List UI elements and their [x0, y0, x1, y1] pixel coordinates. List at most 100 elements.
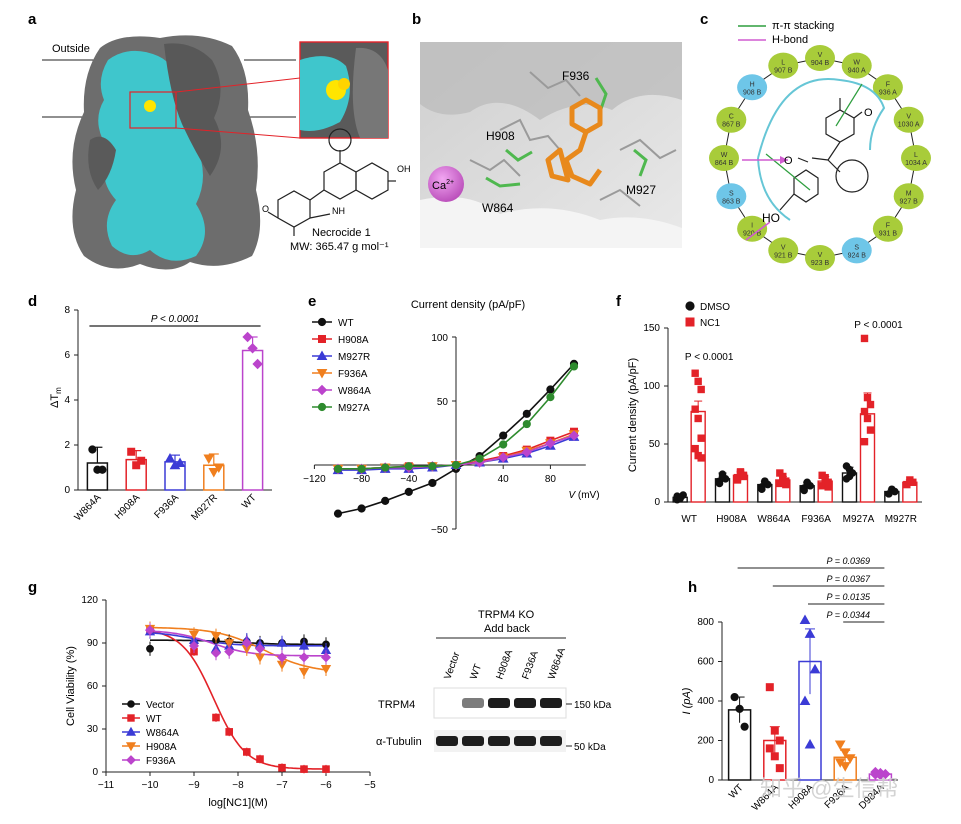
residue-node-blob	[716, 183, 747, 210]
x-tick-label: F936A	[801, 514, 831, 525]
data-point	[164, 452, 176, 463]
data-point-WT	[243, 748, 251, 756]
chemical-structure	[267, 128, 396, 236]
data-point-M927A	[381, 463, 390, 472]
data-point	[676, 494, 684, 503]
data-point	[691, 444, 699, 453]
x-tick-label: −6	[320, 780, 332, 791]
data-point	[761, 477, 769, 485]
residue-node-label: F 936 A	[879, 81, 897, 96]
legend-label-WT: WT	[338, 318, 354, 329]
panel-h-letter: h	[688, 579, 697, 596]
data-point-M927A	[569, 362, 579, 371]
blot-size-50: 50 kDa	[574, 742, 606, 753]
residue-node-label: V 904 B	[811, 52, 830, 67]
residue-node-8: V 923 B	[805, 245, 835, 271]
y-axis-label: ΔTm	[49, 387, 63, 408]
data-point	[809, 663, 821, 674]
data-point	[863, 414, 872, 423]
data-point	[860, 334, 869, 343]
significance-label: P < 0.0001	[151, 314, 199, 325]
comparison-label: P = 0.0367	[827, 574, 871, 584]
blot-title: TRPM4 KO	[478, 609, 535, 621]
residue-node-blob	[709, 145, 739, 171]
residue-node-blob	[901, 145, 931, 171]
legend-label-H908A: H908A	[146, 742, 177, 753]
x-tick-label: −120	[303, 474, 326, 485]
y-tick-label: 800	[697, 617, 714, 628]
residue-node-label: F 931 B	[879, 223, 898, 238]
data-point-M927A	[333, 464, 343, 473]
x-tick-label: WT	[727, 782, 746, 801]
data-point-M927A	[357, 464, 366, 473]
y-tick-label: 6	[64, 350, 70, 361]
ligand-2d	[779, 98, 869, 211]
residue-node-label: C 867 B	[722, 114, 741, 129]
legend-label-W864A: W864A	[146, 728, 179, 739]
data-point	[860, 437, 869, 446]
data-point	[730, 692, 739, 702]
residue-label-w864: W864	[482, 201, 514, 215]
legend-label-F936A: F936A	[146, 756, 176, 767]
panel-d: d 0 2 4 6 8 ΔTm W864A H908A F936A M927R WT P < 0.00…	[28, 293, 272, 523]
y-tick-label: 90	[87, 638, 99, 649]
residue-node-blob	[841, 237, 872, 264]
data-point	[208, 468, 220, 478]
y-axis-label: Current density (pA/pF)	[627, 358, 639, 472]
legend-label-F936A: F936A	[338, 369, 368, 380]
data-point-F936A	[241, 637, 252, 649]
y-tick-label: 120	[81, 595, 98, 606]
residue-node-5: M 927 B	[893, 183, 924, 210]
comparison-label: P = 0.0369	[827, 556, 870, 566]
data-point	[800, 486, 808, 495]
blot-subtitle: Add back	[484, 623, 530, 635]
residue-node-blob	[872, 74, 903, 101]
band-tubulin-H908A	[488, 736, 510, 746]
data-point	[127, 447, 136, 456]
residue-label-f936: F936	[562, 69, 590, 83]
x-tick-label: H908A	[716, 514, 747, 525]
data-point	[818, 471, 826, 480]
data-point	[875, 769, 886, 781]
residue-node-blob	[872, 215, 903, 242]
residue-node-12: W 864 B	[709, 145, 739, 171]
legend-label-H908A: H908A	[338, 335, 369, 346]
data-point	[866, 426, 875, 434]
data-point-F936A	[298, 652, 310, 663]
fit-curve-Vector	[150, 639, 326, 646]
blot-row-tubulin: α-Tubulin	[376, 736, 422, 748]
residue-node-blob	[893, 183, 924, 210]
calcium-ion	[428, 166, 464, 202]
data-point-F936A	[224, 646, 235, 657]
data-point-W864A	[545, 438, 556, 449]
data-point	[842, 462, 851, 470]
data-point	[88, 445, 97, 454]
blot-lane-label-H908A: H908A	[494, 648, 515, 681]
residue-node-label: W 864 B	[715, 152, 734, 167]
data-point	[758, 485, 766, 494]
residue-label-h908: H908	[486, 129, 515, 143]
x-tick-label: M927A	[843, 514, 875, 525]
data-point-WT	[357, 504, 366, 513]
data-point	[203, 454, 215, 465]
residue-node-blob	[805, 245, 835, 271]
comparison-label: P = 0.0344	[827, 610, 870, 620]
legend-pi-stacking: π-π stacking	[772, 20, 834, 32]
residue-node-label: H 908 B	[743, 81, 762, 96]
x-tick-label: −8	[232, 780, 244, 791]
data-point-WT	[404, 487, 413, 496]
data-point-WT	[499, 431, 508, 440]
structure-o: O	[262, 204, 269, 214]
data-point-H908A	[320, 665, 332, 675]
data-point-F936A	[254, 643, 266, 654]
panel-a: a Outside	[28, 11, 411, 270]
structure-oh: OH	[397, 164, 411, 174]
outside-label: Outside	[52, 43, 90, 55]
residue-node-6: F 931 B	[872, 215, 903, 242]
x-tick-label: −7	[276, 780, 288, 791]
legend-marker	[317, 317, 327, 327]
data-point	[863, 393, 872, 402]
calcium-label: Ca2+	[432, 179, 454, 192]
data-point-WT	[278, 763, 286, 772]
structure-nh: NH	[332, 206, 345, 216]
